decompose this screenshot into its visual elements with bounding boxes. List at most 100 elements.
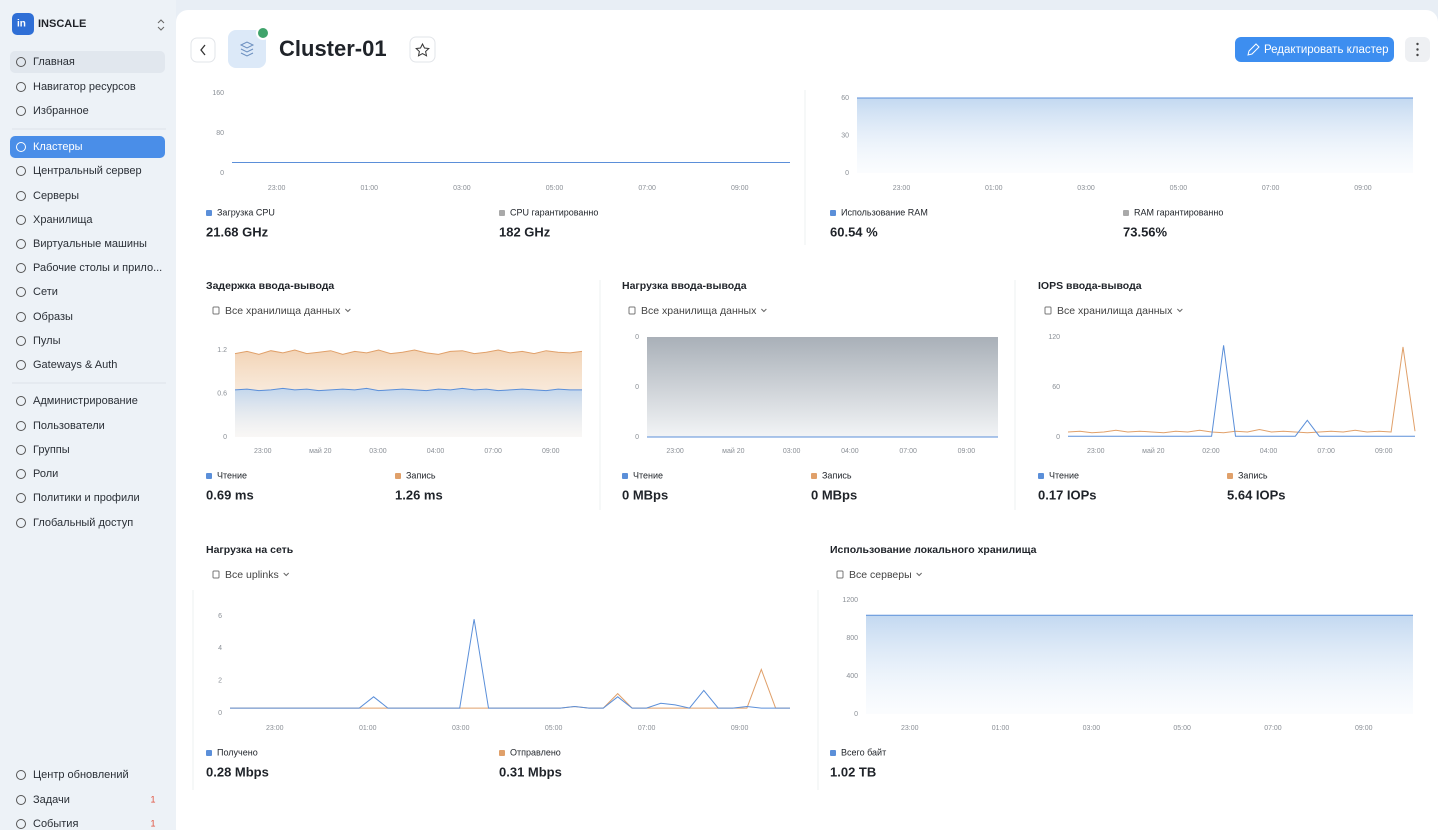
nav-item-hover[interactable] [10, 51, 165, 73]
nav-icon [16, 312, 26, 322]
more-dot [1416, 53, 1419, 57]
y-tick-label: 0 [218, 710, 222, 717]
nav-icon [16, 518, 26, 528]
y-tick-label: 0 [1056, 434, 1060, 441]
x-tick-label: 09:00 [731, 185, 749, 192]
x-tick-label: 03:00 [783, 448, 801, 455]
nav-item-label[interactable]: Задачи [33, 794, 70, 806]
x-tick-label: 23:00 [254, 448, 272, 455]
nav-item-label[interactable]: Gateways & Auth [33, 359, 117, 371]
x-tick-label: 05:00 [1170, 185, 1188, 192]
nav-item-label[interactable]: Пользователи [33, 420, 105, 432]
back-icon [200, 44, 206, 56]
more-dot [1416, 48, 1419, 51]
y-tick-label: 0 [635, 334, 639, 341]
back-button[interactable] [190, 37, 216, 63]
x-tick-label: 07:00 [1317, 448, 1335, 455]
nav-item-label[interactable]: Группы [33, 444, 70, 456]
y-tick-label: 60 [841, 95, 849, 102]
legend-label: Запись [406, 470, 436, 480]
x-tick-label: 04:00 [427, 448, 445, 455]
x-tick-label: 23:00 [1087, 448, 1105, 455]
legend-value: 73.56% [1123, 224, 1168, 239]
nav-item-label[interactable]: Главная [33, 56, 75, 68]
series-line [1068, 345, 1415, 437]
y-tick-label: 1.2 [217, 347, 227, 354]
nav-item-label[interactable]: Пулы [33, 335, 61, 347]
star-icon [415, 42, 430, 57]
x-tick-label: 23:00 [666, 448, 684, 455]
y-tick-label: 30 [841, 132, 849, 139]
x-tick-label: 01:00 [985, 185, 1003, 192]
legend-value: 0.31 Mbps [499, 764, 562, 779]
nav-item-label[interactable]: Центр обновлений [33, 769, 129, 781]
nav-item-label[interactable]: Рабочие столы и прило... [33, 262, 162, 274]
filter-icon[interactable] [836, 570, 844, 579]
filter-icon[interactable] [212, 570, 220, 579]
nav-icon [16, 445, 26, 455]
nav-icon [16, 239, 26, 249]
legend-swatch [830, 210, 836, 216]
y-tick-label: 0 [220, 170, 224, 177]
nav-item-label[interactable]: Политики и профили [33, 492, 140, 504]
filter-dropdown[interactable]: Все хранилища данных [1057, 305, 1173, 317]
nav-icon [16, 106, 26, 116]
filter-icon[interactable] [628, 306, 636, 315]
nav-icon [16, 263, 26, 273]
nav-item-label[interactable]: Сети [33, 286, 58, 298]
nav-item-label[interactable]: Избранное [33, 105, 89, 117]
filter-dropdown[interactable]: Все uplinks [225, 569, 279, 581]
legend-label: Чтение [1049, 470, 1079, 480]
y-tick-label: 800 [846, 635, 858, 642]
nav-icon [16, 215, 26, 225]
x-tick-label: 05:00 [545, 725, 563, 732]
nav-item-label[interactable]: Кластеры [33, 141, 83, 153]
filter-dropdown[interactable]: Все хранилища данных [225, 305, 341, 317]
nav-item-active[interactable] [10, 136, 165, 158]
switcher[interactable] [157, 19, 165, 31]
legend-swatch [395, 473, 401, 479]
nav-item-label[interactable]: Глобальный доступ [33, 517, 133, 529]
nav-item-label[interactable]: Виртуальные машины [33, 238, 147, 250]
x-tick-label: 23:00 [893, 185, 911, 192]
nav-item-label[interactable]: Навигатор ресурсов [33, 81, 136, 93]
nav-item-label[interactable]: Администрирование [33, 395, 138, 407]
filter-icon[interactable] [1044, 306, 1052, 315]
nav-item-label[interactable]: Хранилища [33, 214, 93, 226]
nav-item-label[interactable]: Серверы [33, 190, 79, 202]
legend-value: 21.68 GHz [206, 224, 269, 239]
y-tick-label: 4 [218, 645, 222, 652]
legend-label: Запись [822, 470, 852, 480]
more-dot [1416, 42, 1419, 46]
x-tick-label: 07:00 [638, 185, 656, 192]
favorite-button[interactable] [409, 36, 436, 63]
legend-swatch [206, 473, 212, 479]
nav-item-label[interactable]: Центральный сервер [33, 165, 142, 177]
y-tick-label: 80 [216, 130, 224, 137]
nav-item-label[interactable]: Роли [33, 468, 58, 480]
nav-item-label[interactable]: Образы [33, 311, 73, 323]
nav-item-label[interactable]: События [33, 818, 78, 830]
filter-dropdown[interactable]: Все серверы [849, 569, 912, 581]
filter-dropdown[interactable]: Все хранилища данных [641, 305, 757, 317]
edit-button[interactable] [1235, 37, 1394, 62]
dropdown-chevron [283, 572, 290, 577]
nav-icon [16, 421, 26, 431]
legend-swatch [1227, 473, 1233, 479]
nav-icon [16, 795, 26, 805]
x-tick-label: 01:00 [361, 185, 379, 192]
x-tick-label: май 20 [309, 447, 331, 455]
badge: 1 [150, 794, 155, 804]
legend-value: 0.69 ms [206, 487, 254, 502]
x-tick-label: 09:00 [1355, 725, 1373, 732]
legend-value: 5.64 IOPs [1227, 487, 1286, 502]
series-area [857, 98, 1413, 173]
cluster-glyph [239, 41, 255, 57]
filter-icon[interactable] [212, 306, 220, 315]
legend-value: 0.28 Mbps [206, 764, 269, 779]
x-tick-label: 03:00 [453, 185, 471, 192]
nav-icon [16, 360, 26, 370]
legend-swatch [206, 210, 212, 216]
dropdown-chevron [916, 572, 922, 577]
y-tick-label: 0 [845, 170, 849, 177]
